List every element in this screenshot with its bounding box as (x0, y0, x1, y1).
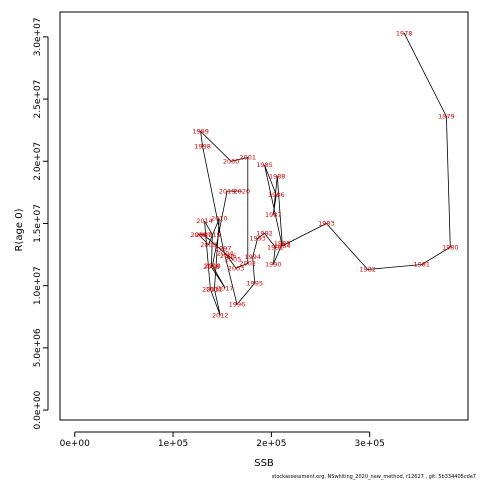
point-label-1978: 1978 (396, 29, 413, 37)
point-label-2014: 2014 (196, 217, 213, 225)
point-label-2012: 2012 (212, 312, 229, 320)
point-label-2018: 2018 (204, 262, 221, 270)
point-label-1997: 1997 (215, 245, 232, 253)
point-label-1989: 1989 (274, 240, 291, 248)
y-tick-label: 5.0e+06 (33, 328, 43, 367)
point-label-2016: 2016 (203, 263, 220, 271)
point-label-1994: 1994 (244, 253, 261, 261)
point-label-2005: 2005 (225, 256, 242, 264)
point-label-1996: 1996 (229, 301, 246, 309)
point-label-2010: 2010 (211, 215, 228, 223)
point-label-1992: 1992 (256, 230, 273, 238)
x-tick-label: 0e+00 (60, 439, 91, 449)
x-tick-label: 2e+05 (256, 439, 286, 449)
point-label-1988: 1988 (269, 172, 286, 180)
point-label-1982: 1982 (359, 266, 376, 274)
point-label-2015: 2015 (204, 231, 221, 239)
point-label-2017: 2017 (217, 284, 234, 292)
point-label-1979: 1979 (438, 113, 455, 121)
point-label-1984: 1984 (274, 242, 291, 250)
y-axis-title: R(age 0) (14, 208, 25, 251)
point-label-1983: 1983 (318, 220, 335, 228)
series-line-group (197, 32, 451, 316)
point-label-1981: 1981 (414, 261, 431, 269)
point-label-1990: 1990 (265, 261, 282, 269)
point-label-2011: 2011 (206, 286, 223, 294)
x-tick-label: 1e+05 (158, 439, 188, 449)
point-label-1986: 1986 (268, 191, 285, 199)
axes: 0e+00 1e+05 2e+05 3e+05 0.0e+00 5.0e+06 1.0e+0… (33, 11, 469, 449)
point-label-2019: 2019 (219, 187, 236, 195)
y-tick-label: 0.0e+00 (33, 390, 43, 429)
x-tick-label: 3e+05 (355, 439, 385, 449)
point-label-1998: 1998 (194, 143, 211, 151)
point-label-2006: 2006 (220, 252, 237, 260)
point-label-2000: 2000 (223, 158, 240, 166)
point-label-1980: 1980 (442, 243, 459, 251)
point-label-1991: 1991 (267, 243, 284, 251)
point-label-2004: 2004 (217, 250, 234, 258)
y-tick-label: 1.5e+07 (33, 204, 43, 243)
point-label-2009: 2009 (200, 241, 217, 249)
point-label-2008: 2008 (190, 231, 207, 239)
point-label-1995: 1995 (246, 279, 263, 287)
point-label-2020: 2020 (234, 187, 251, 195)
point-label-2002: 2002 (240, 260, 257, 268)
y-tick-label: 1.0e+07 (33, 266, 43, 305)
y-tick-label: 3.0e+07 (33, 17, 43, 56)
sr-trajectory-line (197, 32, 451, 316)
point-label-2013: 2013 (202, 286, 219, 294)
plot-frame (59, 11, 469, 421)
point-label-2003: 2003 (228, 264, 245, 272)
point-label-1993: 1993 (249, 235, 266, 243)
point-label-1999: 1999 (192, 128, 209, 136)
point-label-2001: 2001 (240, 154, 257, 162)
y-tick-label: 2.0e+07 (33, 142, 43, 181)
point-label-group: 1978 1979 1980 1981 1982 1983 1984 1985 1986 1987… (190, 29, 458, 319)
y-tick-label: 2.5e+07 (33, 80, 43, 119)
point-label-1987: 1987 (265, 211, 282, 219)
footer-text: stockassessment.org, NSwhiting_2020_new_… (272, 474, 476, 480)
point-label-2007: 2007 (195, 231, 212, 239)
x-axis-title: SSB (254, 458, 274, 469)
point-label-1985: 1985 (256, 161, 273, 169)
